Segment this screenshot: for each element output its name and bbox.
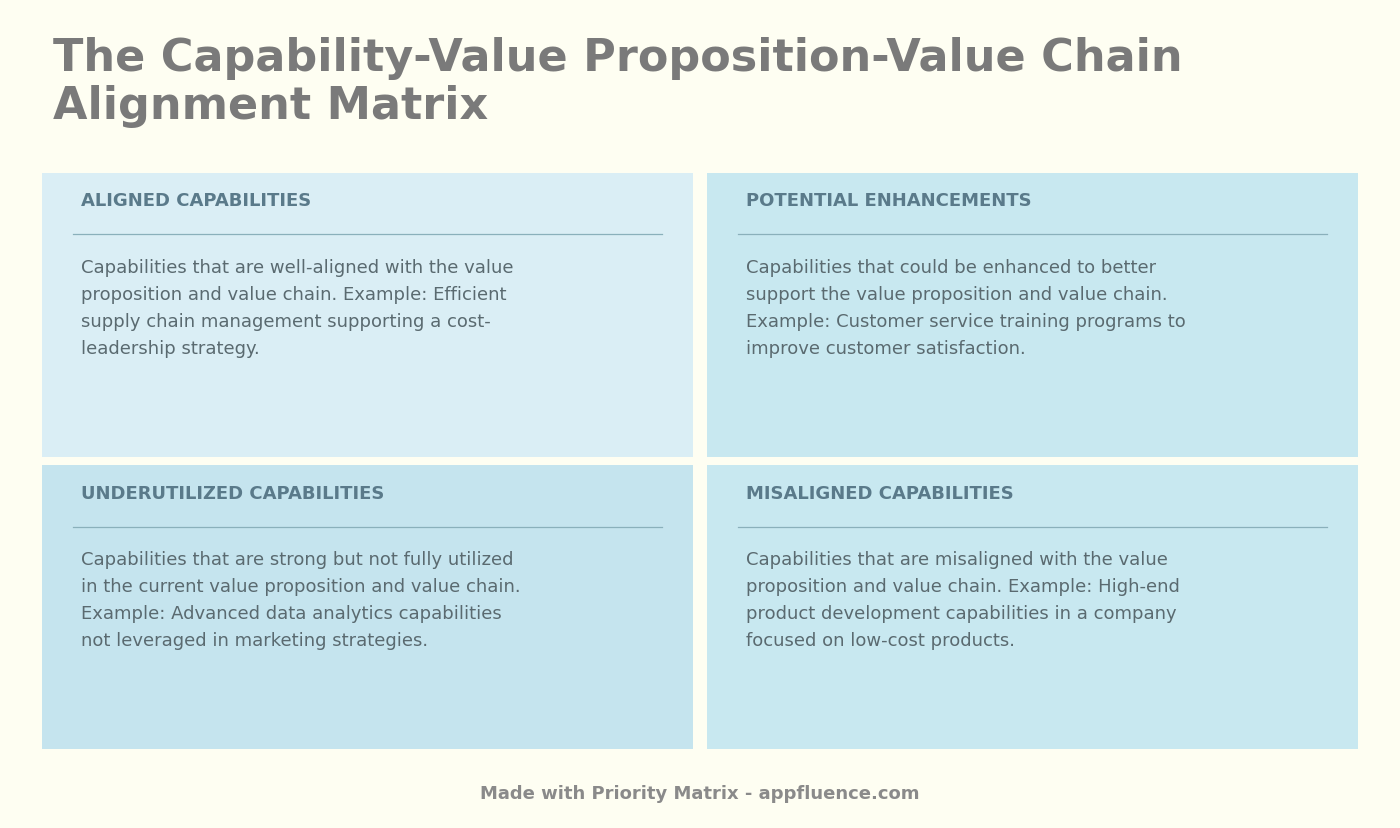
Text: UNDERUTILIZED CAPABILITIES: UNDERUTILIZED CAPABILITIES [81,484,385,502]
Text: Capabilities that could be enhanced to better
support the value proposition and : Capabilities that could be enhanced to b… [746,258,1186,358]
Text: Capabilities that are misaligned with the value
proposition and value chain. Exa: Capabilities that are misaligned with th… [746,551,1180,649]
Text: MISALIGNED CAPABILITIES: MISALIGNED CAPABILITIES [746,484,1014,502]
Bar [42,174,693,457]
Text: Capabilities that are well-aligned with the value
proposition and value chain. E: Capabilities that are well-aligned with … [81,258,514,358]
Text: Made with Priority Matrix - appfluence.com: Made with Priority Matrix - appfluence.c… [480,784,920,802]
Text: The Capability-Value Proposition-Value Chain
Alignment Matrix: The Capability-Value Proposition-Value C… [53,37,1183,128]
Text: Capabilities that are strong but not fully utilized
in the current value proposi: Capabilities that are strong but not ful… [81,551,521,649]
Bar [707,465,1358,749]
Text: POTENTIAL ENHANCEMENTS: POTENTIAL ENHANCEMENTS [746,192,1032,210]
Bar [707,174,1358,457]
Text: ALIGNED CAPABILITIES: ALIGNED CAPABILITIES [81,192,311,210]
Bar [42,465,693,749]
